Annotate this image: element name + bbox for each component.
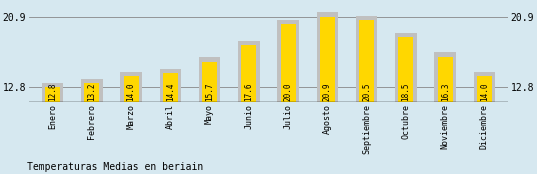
Bar xyxy=(317,12,338,102)
Bar xyxy=(45,87,60,102)
Bar xyxy=(124,76,139,102)
Text: 17.6: 17.6 xyxy=(244,83,253,101)
Bar xyxy=(120,72,142,102)
Text: 15.7: 15.7 xyxy=(205,83,214,101)
Bar xyxy=(438,57,453,102)
Text: 14.4: 14.4 xyxy=(166,83,175,101)
Bar xyxy=(199,57,220,102)
Bar xyxy=(202,62,217,102)
Bar xyxy=(356,16,378,102)
Text: 12.8: 12.8 xyxy=(48,83,57,101)
Bar xyxy=(281,24,295,102)
Bar xyxy=(395,33,417,102)
Text: 14.0: 14.0 xyxy=(480,83,489,101)
Bar xyxy=(163,73,178,102)
Text: 18.5: 18.5 xyxy=(401,83,410,101)
Bar xyxy=(81,79,103,102)
Bar xyxy=(434,52,456,102)
Text: 20.0: 20.0 xyxy=(284,83,293,101)
Bar xyxy=(84,83,99,102)
Text: Temperaturas Medias en beriain: Temperaturas Medias en beriain xyxy=(27,162,203,172)
Text: 20.9: 20.9 xyxy=(323,83,332,101)
Bar xyxy=(42,82,63,102)
Bar xyxy=(159,69,181,102)
Bar xyxy=(242,45,256,102)
Text: 14.0: 14.0 xyxy=(127,83,136,101)
Bar xyxy=(277,20,299,102)
Bar xyxy=(477,76,492,102)
Text: 16.3: 16.3 xyxy=(441,83,449,101)
Bar xyxy=(320,17,335,102)
Text: 13.2: 13.2 xyxy=(88,83,96,101)
Bar xyxy=(398,37,413,102)
Bar xyxy=(238,41,260,102)
Bar xyxy=(474,72,495,102)
Text: 20.5: 20.5 xyxy=(362,83,371,101)
Bar xyxy=(359,20,374,102)
